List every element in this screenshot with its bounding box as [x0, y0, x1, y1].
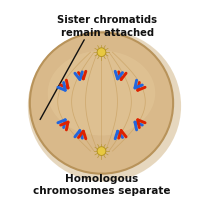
- Ellipse shape: [28, 30, 181, 182]
- Text: Sister chromatids
remain attached: Sister chromatids remain attached: [58, 15, 157, 38]
- Ellipse shape: [48, 51, 155, 136]
- Circle shape: [97, 48, 106, 57]
- Ellipse shape: [30, 32, 173, 174]
- Circle shape: [97, 147, 106, 156]
- Text: Homologous
chromosomes separate: Homologous chromosomes separate: [33, 174, 170, 196]
